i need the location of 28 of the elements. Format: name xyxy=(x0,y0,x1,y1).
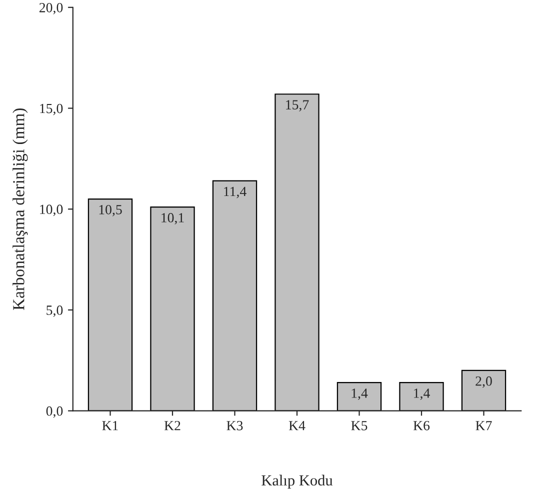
x-tick-label: K1 xyxy=(102,421,118,430)
data-label: 11,4 xyxy=(224,186,246,198)
data-label: 10,1 xyxy=(162,213,184,224)
x-tick-label: K6 xyxy=(413,420,430,430)
bar xyxy=(399,382,444,411)
data-label: 15,7 xyxy=(286,100,309,112)
x-tick-label: K2 xyxy=(164,420,180,430)
bar xyxy=(212,180,258,411)
bar xyxy=(88,198,133,411)
y-tick-label: 5,0 xyxy=(46,306,63,317)
bar xyxy=(336,382,382,411)
x-tick-label: K4 xyxy=(288,421,306,430)
bar xyxy=(150,206,195,411)
y-tick-label: 15,0 xyxy=(40,104,63,116)
data-label: 1,4 xyxy=(352,388,368,400)
y-tick-label: 0,0 xyxy=(46,406,63,418)
x-tick-label: K7 xyxy=(476,421,492,430)
y-axis-title: Karbonatlaşma derinliği (mm) xyxy=(12,108,28,310)
y-tick-label: 10,0 xyxy=(40,204,63,216)
x-tick-label: K3 xyxy=(226,420,243,430)
x-tick-label: K5 xyxy=(351,421,368,430)
data-label: 2,0 xyxy=(476,376,492,388)
data-label: 1,4 xyxy=(414,388,430,400)
bar xyxy=(461,370,506,411)
bar xyxy=(274,94,320,411)
data-label: 10,5 xyxy=(99,204,122,216)
y-tick-label: 20,0 xyxy=(39,2,63,14)
x-axis-title: Kalıp Kodu xyxy=(262,474,333,489)
